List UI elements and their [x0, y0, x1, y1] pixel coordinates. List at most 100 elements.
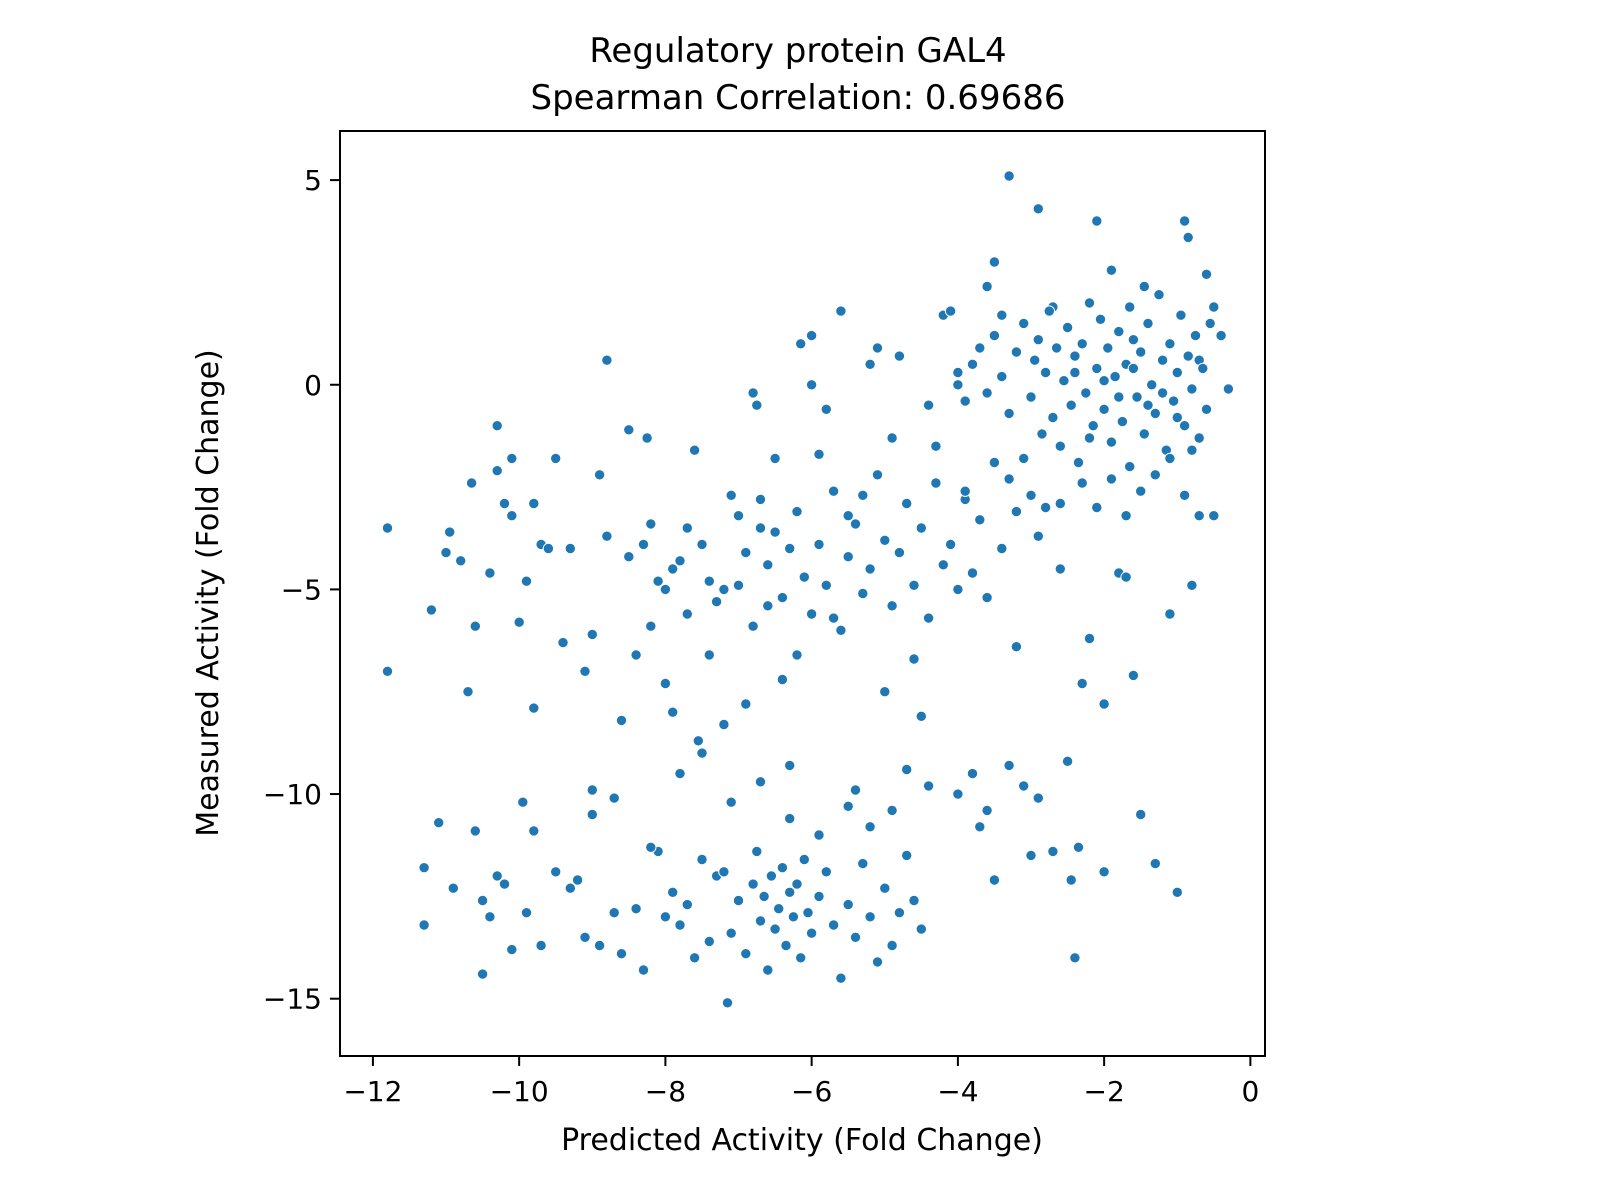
data-point	[791, 505, 803, 518]
data-point	[849, 931, 862, 943]
data-point	[564, 882, 576, 894]
data-point	[1003, 473, 1015, 485]
data-point	[506, 943, 518, 956]
data-point	[805, 927, 818, 939]
data-point	[1164, 608, 1176, 620]
data-point	[645, 518, 657, 530]
data-point	[1131, 391, 1143, 403]
data-point	[696, 538, 708, 551]
data-point	[974, 342, 986, 354]
data-point	[813, 829, 825, 841]
data-point	[842, 800, 854, 812]
data-point	[901, 497, 913, 510]
data-point	[674, 767, 686, 780]
data-point	[996, 542, 1008, 555]
data-point	[1003, 759, 1015, 772]
data-point	[469, 825, 481, 837]
data-point	[1222, 383, 1235, 395]
data-point	[586, 784, 598, 796]
data-point	[1032, 334, 1045, 346]
data-point	[805, 379, 818, 391]
data-point	[1186, 579, 1198, 591]
data-point	[842, 898, 854, 911]
data-point	[1142, 317, 1154, 330]
data-point	[1175, 309, 1187, 321]
data-point	[1069, 366, 1081, 379]
data-point	[381, 665, 394, 677]
data-point	[623, 424, 635, 436]
data-point	[608, 792, 620, 804]
data-point	[732, 579, 745, 591]
data-point	[593, 469, 606, 481]
data-point	[718, 866, 730, 878]
data-point	[696, 747, 708, 759]
data-point	[879, 534, 891, 546]
data-point	[528, 497, 540, 510]
data-point	[1127, 334, 1140, 346]
data-point	[637, 538, 650, 551]
data-point	[835, 305, 847, 317]
data-point	[564, 542, 576, 555]
data-point	[908, 894, 920, 907]
data-point	[681, 608, 693, 620]
chart-subtitle: Spearman Correlation: 0.69686	[531, 78, 1066, 118]
data-point	[915, 522, 927, 534]
data-point	[1135, 346, 1147, 358]
data-point	[1105, 436, 1118, 448]
data-point	[1215, 329, 1227, 342]
data-point	[571, 874, 584, 886]
data-point	[732, 894, 745, 907]
data-point	[827, 485, 840, 497]
data-point	[1094, 313, 1107, 325]
data-point	[864, 911, 876, 923]
data-point	[601, 530, 613, 542]
data-point	[864, 563, 876, 575]
data-point	[1061, 755, 1074, 767]
data-point	[593, 939, 606, 952]
data-point	[1186, 444, 1198, 456]
data-point	[1171, 411, 1184, 424]
data-point	[1076, 338, 1088, 350]
x-tick-label: −12	[343, 1075, 402, 1108]
data-point	[1047, 411, 1059, 424]
data-point	[1120, 510, 1132, 522]
data-point	[1054, 497, 1067, 510]
data-point	[842, 551, 854, 563]
data-point	[1091, 501, 1103, 514]
data-point	[1149, 469, 1162, 481]
data-point	[769, 452, 781, 465]
data-point	[1098, 698, 1110, 710]
data-point	[579, 665, 591, 677]
data-point	[630, 649, 642, 661]
data-point	[937, 559, 949, 571]
data-point	[550, 452, 562, 465]
data-point	[601, 354, 613, 366]
data-point	[1113, 325, 1125, 338]
data-point	[886, 432, 898, 444]
data-point	[747, 620, 759, 632]
data-point	[835, 624, 847, 636]
data-point	[688, 444, 701, 456]
data-point	[725, 489, 737, 501]
ticks-layer: −12 −10 −8 −6 −4 −2 0 5 0 −5 −10 −15	[263, 164, 1259, 1108]
data-point	[780, 939, 792, 952]
data-point	[1186, 383, 1198, 395]
data-point	[520, 907, 533, 919]
data-point	[696, 853, 708, 866]
data-point	[871, 956, 884, 968]
data-point	[462, 686, 474, 698]
data-point	[1003, 407, 1015, 420]
data-point	[718, 583, 730, 596]
data-point	[1113, 391, 1125, 403]
data-point	[813, 538, 825, 551]
data-point	[1153, 289, 1165, 301]
data-point	[1149, 857, 1162, 870]
data-point	[1018, 452, 1030, 465]
data-point	[820, 866, 832, 878]
data-point	[667, 563, 679, 575]
data-point	[952, 366, 964, 379]
data-point	[732, 510, 745, 522]
data-point	[703, 935, 715, 948]
data-point	[433, 817, 445, 829]
data-point	[886, 600, 898, 612]
